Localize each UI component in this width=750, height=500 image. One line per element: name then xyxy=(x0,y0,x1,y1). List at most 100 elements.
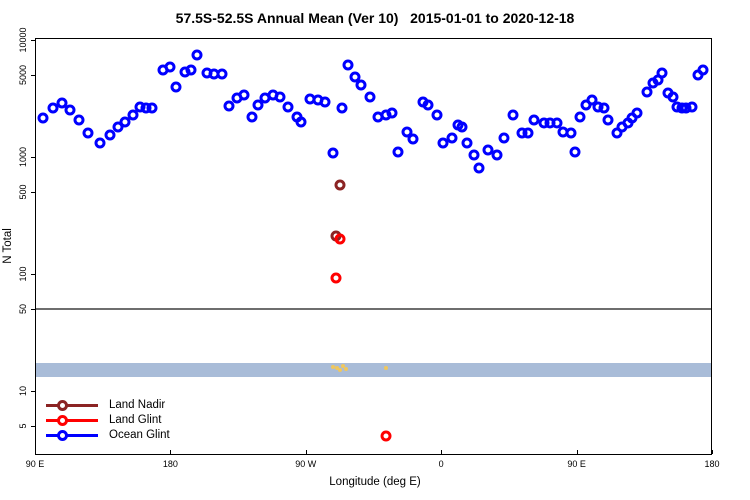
y-axis-tick xyxy=(31,192,35,194)
data-point-ocean-glint xyxy=(47,102,59,114)
data-point-ocean-glint xyxy=(507,109,519,121)
data-point-ocean-glint xyxy=(282,101,294,113)
legend-item-ocean-glint: Ocean Glint xyxy=(46,428,170,442)
data-point-ocean-glint xyxy=(407,133,419,145)
data-point-ocean-glint xyxy=(355,79,367,91)
legend-ring xyxy=(57,399,68,411)
legend-label: Land Nadir xyxy=(109,399,166,411)
x-tick-label: 90 E xyxy=(25,459,45,469)
data-point-ocean-glint xyxy=(482,144,494,156)
x-tick-label: 180 xyxy=(162,459,178,469)
data-point-ocean-glint xyxy=(565,127,577,139)
y-axis-tick xyxy=(31,157,35,158)
legend-ring xyxy=(57,414,68,426)
data-point-ocean-glint xyxy=(586,94,598,106)
y-tick-label: 100 xyxy=(18,266,28,282)
data-point-ocean-glint xyxy=(491,149,503,161)
x-axis-tick xyxy=(35,450,36,454)
y-axis-tick xyxy=(31,309,35,311)
y-tick-label: 500 xyxy=(18,184,28,200)
data-point-band-small-marks xyxy=(330,364,335,369)
land-glint-marker-icon xyxy=(46,414,98,426)
plot-area xyxy=(35,38,712,455)
legend-line xyxy=(46,403,98,407)
data-point-ocean-glint xyxy=(191,49,203,61)
data-point-ocean-glint xyxy=(446,132,458,144)
y-axis-tick xyxy=(31,391,35,393)
data-point-ocean-glint xyxy=(252,99,264,111)
legend-line xyxy=(46,418,98,422)
data-point-ocean-glint xyxy=(349,71,361,83)
data-point-ocean-glint xyxy=(94,137,106,149)
y-axis-tick xyxy=(31,39,35,41)
y-axis-title: N Total xyxy=(2,228,14,264)
data-point-land-glint xyxy=(380,430,392,442)
threshold-band xyxy=(36,363,711,377)
data-point-band-small-marks xyxy=(338,368,343,373)
ocean-glint-marker-icon xyxy=(46,429,98,441)
data-point-ocean-glint xyxy=(238,89,250,101)
y-axis-tick xyxy=(31,274,35,276)
legend-ring xyxy=(57,429,68,441)
data-point-ocean-glint xyxy=(216,68,228,80)
data-point-band-small-marks xyxy=(344,367,349,372)
data-point-ocean-glint xyxy=(386,107,398,119)
data-point-ocean-glint xyxy=(422,99,434,111)
data-point-ocean-glint xyxy=(170,81,182,93)
data-point-ocean-glint xyxy=(697,64,709,76)
y-tick-label: 1000 xyxy=(18,146,28,168)
x-axis-tick xyxy=(170,450,172,454)
data-point-ocean-glint xyxy=(342,59,354,71)
data-point-ocean-glint xyxy=(468,149,480,161)
data-point-ocean-glint xyxy=(82,127,94,139)
data-point-ocean-glint xyxy=(498,132,510,144)
data-point-ocean-glint xyxy=(319,96,331,108)
data-point-ocean-glint xyxy=(64,104,76,116)
data-point-ocean-glint xyxy=(641,86,653,98)
data-point-ocean-glint xyxy=(37,112,49,124)
data-point-ocean-glint xyxy=(473,162,485,174)
reference-line-50 xyxy=(36,308,711,311)
data-point-land-glint xyxy=(330,272,342,284)
legend-item-land-glint: Land Glint xyxy=(46,413,170,427)
x-tick-label: 0 xyxy=(438,459,444,469)
data-point-ocean-glint xyxy=(522,127,534,139)
y-axis-tick xyxy=(31,426,35,428)
data-point-ocean-glint xyxy=(431,109,443,121)
data-point-band-small-marks xyxy=(341,363,346,368)
data-point-ocean-glint xyxy=(598,102,610,114)
y-tick-label: 10 xyxy=(18,386,28,397)
data-point-ocean-glint xyxy=(602,114,614,126)
data-point-land-nadir xyxy=(334,179,346,191)
legend-line xyxy=(46,433,98,437)
data-point-ocean-glint xyxy=(667,91,679,103)
data-point-ocean-glint xyxy=(392,146,404,158)
legend-item-land-nadir: Land Nadir xyxy=(46,398,170,412)
chart-title: 57.5S-52.5S Annual Mean (Ver 10) 2015-01… xyxy=(175,10,575,26)
data-point-ocean-glint xyxy=(327,147,339,159)
data-point-ocean-glint xyxy=(112,121,124,133)
y-tick-label: 10000 xyxy=(18,27,28,53)
data-point-ocean-glint xyxy=(104,129,116,141)
data-point-ocean-glint xyxy=(456,121,468,133)
data-point-band-small-marks xyxy=(383,365,388,370)
y-axis-tick xyxy=(31,75,35,77)
x-tick-label: 180 xyxy=(704,459,720,469)
data-point-ocean-glint xyxy=(119,116,131,128)
data-point-ocean-glint xyxy=(127,109,139,121)
x-tick-label: 90 E xyxy=(567,459,586,469)
data-point-ocean-glint xyxy=(146,102,158,114)
data-point-band-small-marks xyxy=(335,365,340,370)
data-point-land-glint xyxy=(334,233,346,245)
data-point-ocean-glint xyxy=(223,100,235,112)
data-point-ocean-glint xyxy=(246,111,258,123)
data-point-ocean-glint xyxy=(631,107,643,119)
legend-label: Ocean Glint xyxy=(109,429,170,441)
data-point-ocean-glint xyxy=(437,137,449,149)
data-point-ocean-glint xyxy=(569,146,581,158)
data-point-ocean-glint xyxy=(336,102,348,114)
y-tick-label: 5000 xyxy=(18,65,28,86)
x-tick-label: 90 W xyxy=(295,459,317,469)
